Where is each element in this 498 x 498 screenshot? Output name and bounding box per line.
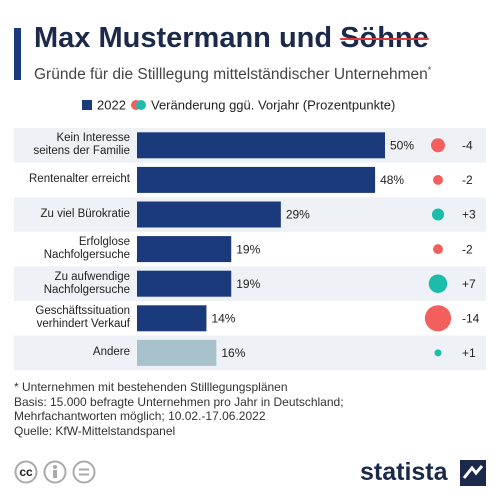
change-label: +7 [462,277,476,291]
bar [137,132,385,159]
subtitle-mark: * [427,65,432,75]
change-label: -14 [462,311,480,325]
value-label: 29% [286,208,310,222]
svg-text:cc: cc [19,465,33,479]
license-icons: cc [14,460,96,484]
bar [137,339,217,366]
category-label: Erfolglose Nachfolgersuche [43,236,130,262]
value-label: 50% [390,138,414,152]
change-bubble [433,174,443,185]
accent-bar [14,28,21,80]
legend-label: Veränderung ggü. Vorjahr (Prozentpunkte) [151,97,395,112]
change-bubble [424,305,452,332]
brand-icon [460,460,486,486]
title-struck: Söhne [340,22,429,54]
bar [137,236,232,263]
change-bubble [433,244,443,255]
subtitle: Gründe für die Stilllegung mittelständis… [34,65,431,84]
category-label: Kein Interesse seitens der Familie [33,132,130,158]
change-label: -2 [462,242,473,256]
change-bubble [431,138,445,153]
legend-swatch [82,100,92,110]
change-label: -2 [462,173,473,187]
value-label: 14% [211,311,235,325]
change-bubble [434,349,442,357]
value-label: 19% [236,277,260,291]
category-label: Andere [92,346,130,359]
title-text: Max Mustermann und [34,22,333,54]
subtitle-text: Gründe für die Stilllegung mittelständis… [34,66,428,84]
notes: * Unternehmen mit bestehenden Stilllegun… [14,380,344,438]
note: Basis: 15.000 befragte Unternehmen pro J… [14,394,344,424]
change-label: -4 [462,138,473,152]
legend-label: 2022 [97,97,126,112]
note: Quelle: KfW-Mittelstandspanel [14,423,176,438]
row-background [14,335,486,371]
legend-swatch [136,100,146,110]
note: * Unternehmen mit bestehenden Stilllegun… [14,380,288,394]
category-label: Zu viel Bürokratie [40,208,130,220]
change-bubble [431,208,445,221]
value-label: 19% [236,242,260,256]
bar [137,270,232,297]
bar [137,166,376,193]
title: Max Mustermann und Söhne [34,22,429,55]
row-background [14,266,486,301]
value-label: 16% [221,346,245,360]
change-bubble [428,274,448,293]
category-label: Geschäftssituation verhindert Verkauf [35,305,130,331]
value-label: 48% [380,173,404,187]
category-label: Rentenalter erreicht [29,173,130,186]
change-label: +3 [462,208,476,222]
category-label: Zu aufwendige Nachfolgersuche [43,270,130,296]
bar [137,305,207,332]
brand: statista [360,458,448,486]
bar [137,201,281,228]
change-label: +1 [462,346,476,360]
